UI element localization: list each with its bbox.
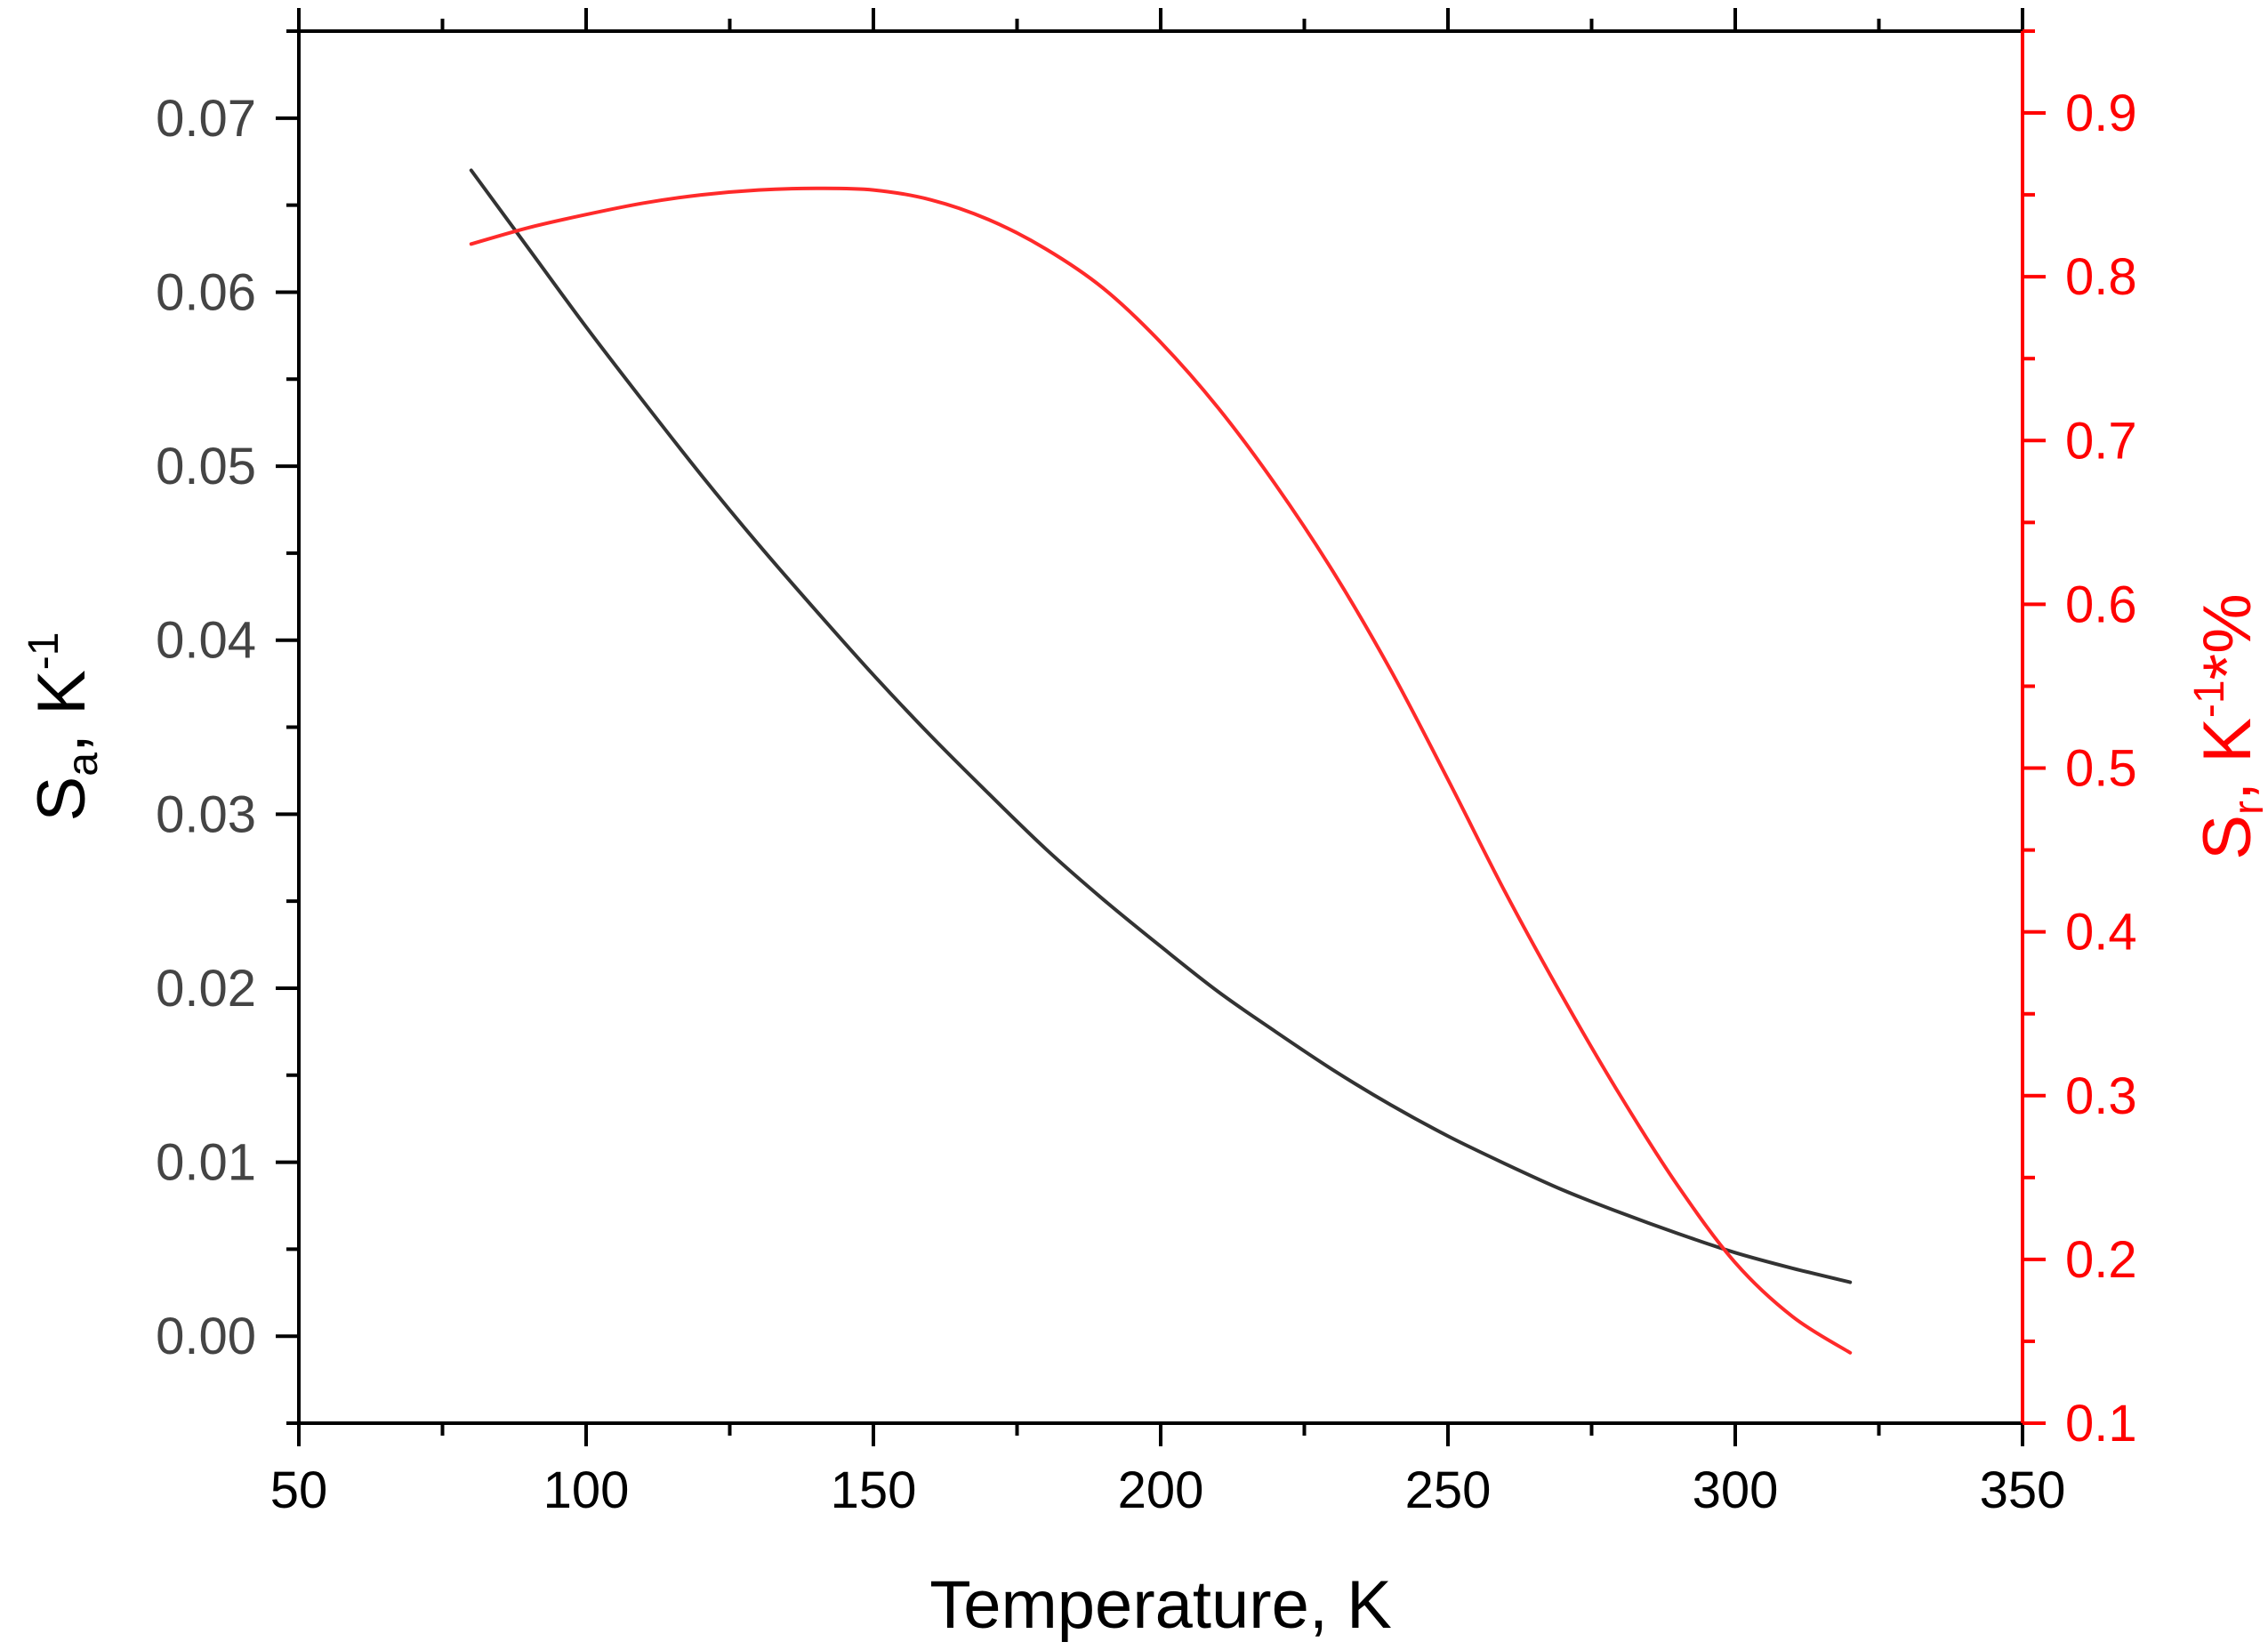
- right-y-axis-title-main: S: [2190, 815, 2265, 860]
- right-y-axis-title-tail: *%: [2190, 593, 2265, 680]
- left-y-tick-label: 0.06: [156, 263, 256, 321]
- series-line-sr: [469, 186, 1853, 1355]
- left-y-axis-title-sup: -1: [20, 632, 68, 670]
- x-tick-label: 200: [1118, 1461, 1204, 1519]
- left-y-tick-label: 0.05: [156, 438, 256, 495]
- left-y-axis-title: Sa, K-1: [20, 632, 107, 821]
- right-y-axis-title-unit: , K: [2190, 718, 2265, 801]
- x-tick-label: 100: [543, 1461, 630, 1519]
- right-y-tick-label: 0.7: [2065, 412, 2137, 470]
- left-y-tick-label: 0.03: [156, 785, 256, 843]
- left-y-tick-label: 0.02: [156, 960, 256, 1018]
- left-y-tick-label: 0.00: [156, 1308, 256, 1365]
- x-axis-title: Temperature, K: [929, 1567, 1392, 1643]
- right-y-tick-label: 0.4: [2065, 904, 2137, 962]
- left-y-axis-title-main: S: [24, 777, 100, 822]
- plot-frame: [297, 29, 2024, 1425]
- series-layer: [469, 168, 1853, 1355]
- right-y-tick-label: 0.8: [2065, 248, 2137, 306]
- left-y-tick-label: 0.01: [156, 1134, 256, 1192]
- x-tick-label: 50: [270, 1461, 328, 1519]
- right-y-tick-label: 0.6: [2065, 575, 2137, 633]
- x-tick-label: 350: [1980, 1461, 2066, 1519]
- x-tick-label: 150: [831, 1461, 917, 1519]
- right-y-tick-label: 0.1: [2065, 1395, 2137, 1453]
- right-y-axis-title-sup: -1: [2186, 680, 2233, 718]
- x-tick-label: 300: [1693, 1461, 1779, 1519]
- right-y-tick-label: 0.9: [2065, 85, 2137, 142]
- right-y-tick-label: 0.2: [2065, 1231, 2137, 1289]
- right-y-axis-title: Sr, K-1*%: [2186, 593, 2268, 859]
- left-y-tick-label: 0.04: [156, 612, 256, 670]
- right-y-axis-title-sub: r: [2225, 801, 2268, 815]
- x-axis-ticks: 50 100 150 200 250 300 350: [270, 8, 2066, 1519]
- left-y-axis-title-unit: , K: [24, 670, 100, 753]
- right-y-axis-ticks: 0.1 0.2 0.3 0.4 0.5 0.6 0.7 0.8 0.9: [2023, 29, 2137, 1453]
- left-y-axis-ticks: 0.00 0.01 0.02 0.03 0.04 0.05 0.06 0.07: [156, 29, 299, 1425]
- series-line-sa: [469, 168, 1853, 1284]
- right-y-tick-label: 0.3: [2065, 1067, 2137, 1125]
- left-y-axis-title-sub: a: [60, 753, 107, 777]
- x-tick-label: 250: [1405, 1461, 1492, 1519]
- right-y-tick-label: 0.5: [2065, 740, 2137, 798]
- left-y-tick-label: 0.07: [156, 90, 256, 148]
